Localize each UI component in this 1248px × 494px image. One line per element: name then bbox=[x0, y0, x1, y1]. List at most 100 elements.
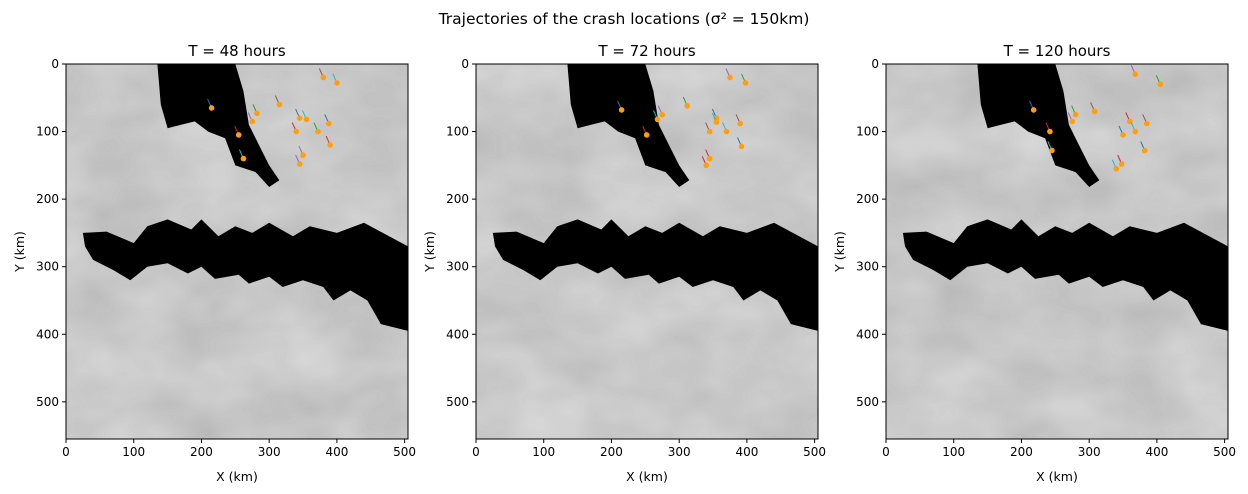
crash-point bbox=[737, 120, 743, 127]
y-tick-label: 500 bbox=[856, 395, 879, 409]
land-mass-2 bbox=[492, 219, 818, 331]
panel-title: T = 120 hours bbox=[1003, 42, 1111, 60]
x-tick-label: 200 bbox=[600, 445, 623, 459]
x-axis-label: X (km) bbox=[216, 469, 258, 484]
x-tick-label: 400 bbox=[325, 445, 348, 459]
land-mass-1 bbox=[977, 64, 1100, 187]
crash-point bbox=[1132, 128, 1139, 135]
x-tick-label: 300 bbox=[668, 445, 691, 459]
y-tick-label: 300 bbox=[856, 260, 879, 274]
x-axis-label: X (km) bbox=[626, 469, 668, 484]
crash-point bbox=[1091, 108, 1098, 115]
crash-point bbox=[706, 128, 713, 135]
crash-point bbox=[659, 111, 666, 118]
x-tick-label: 100 bbox=[122, 445, 145, 459]
x-tick-label: 0 bbox=[62, 445, 70, 459]
crash-point bbox=[1132, 71, 1139, 77]
y-tick-label: 0 bbox=[871, 57, 879, 71]
crash-point bbox=[1072, 111, 1079, 118]
figure-suptitle: Trajectories of the crash locations (σ² … bbox=[438, 10, 810, 28]
crash-point bbox=[1141, 147, 1148, 154]
y-tick-label: 400 bbox=[446, 327, 469, 341]
crash-point bbox=[706, 155, 713, 162]
plot-area bbox=[476, 64, 818, 439]
y-tick-label: 300 bbox=[446, 260, 469, 274]
panel-title: T = 48 hours bbox=[187, 42, 285, 60]
x-tick-label: 500 bbox=[1213, 445, 1236, 459]
y-tick-label: 400 bbox=[856, 327, 879, 341]
x-axis-label: X (km) bbox=[1036, 469, 1078, 484]
chart-panel-1: 0 100 200 300 400 500 0 100 200 300 400 500 T = 48 h… bbox=[12, 42, 416, 484]
y-tick-label: 500 bbox=[446, 395, 469, 409]
x-tick-label: 200 bbox=[1010, 445, 1033, 459]
x-tick-label: 0 bbox=[882, 445, 890, 459]
crash-point bbox=[1143, 120, 1150, 127]
y-axis-label: Y (km) bbox=[12, 231, 27, 273]
crash-point bbox=[643, 132, 650, 138]
x-tick-label: 400 bbox=[1145, 445, 1168, 459]
crash-point bbox=[254, 110, 260, 117]
crash-point bbox=[276, 101, 283, 108]
y-tick-label: 200 bbox=[446, 192, 469, 206]
crash-point bbox=[315, 128, 321, 135]
crash-point bbox=[300, 152, 306, 159]
crash-point bbox=[742, 80, 749, 86]
crash-point bbox=[296, 115, 303, 121]
crash-point bbox=[723, 128, 730, 135]
crash-point bbox=[334, 80, 340, 86]
y-tick-label: 100 bbox=[446, 125, 469, 139]
crash-point bbox=[249, 118, 256, 125]
crash-point bbox=[1157, 81, 1164, 88]
x-tick-label: 400 bbox=[735, 445, 758, 459]
y-tick-label: 100 bbox=[856, 125, 879, 139]
crash-point bbox=[235, 132, 242, 138]
crash-point bbox=[738, 143, 745, 150]
x-tick-label: 300 bbox=[258, 445, 281, 459]
y-tick-label: 500 bbox=[36, 395, 59, 409]
crash-point bbox=[1049, 147, 1055, 154]
x-tick-label: 500 bbox=[803, 445, 826, 459]
land-mass-2 bbox=[82, 219, 408, 331]
chart-panel-3: 0 100 200 300 400 500 0 100 200 300 400 500 T = 120 … bbox=[832, 42, 1236, 484]
crash-point bbox=[1069, 118, 1076, 125]
plot-area bbox=[66, 64, 408, 439]
crash-point bbox=[1118, 161, 1125, 167]
panel-title: T = 72 hours bbox=[597, 42, 695, 60]
y-tick-label: 200 bbox=[856, 192, 879, 206]
y-tick-label: 0 bbox=[51, 57, 59, 71]
crash-point bbox=[303, 116, 310, 123]
x-tick-label: 200 bbox=[190, 445, 213, 459]
crash-point bbox=[727, 74, 733, 81]
y-axis-label: Y (km) bbox=[422, 231, 437, 273]
plot-frame bbox=[475, 63, 819, 440]
crash-point bbox=[208, 105, 215, 111]
x-tick-label: 300 bbox=[1078, 445, 1101, 459]
crash-point bbox=[1030, 107, 1037, 113]
plot-area bbox=[886, 64, 1228, 439]
y-tick-label: 300 bbox=[36, 260, 59, 274]
crash-point bbox=[703, 162, 710, 169]
plot-frame bbox=[885, 63, 1229, 440]
x-tick-label: 100 bbox=[532, 445, 555, 459]
y-tick-label: 400 bbox=[36, 327, 59, 341]
x-tick-label: 500 bbox=[393, 445, 416, 459]
chart-panel-2: 0 100 200 300 400 500 0 100 200 300 400 500 T = 72 h… bbox=[422, 42, 826, 484]
crash-point bbox=[1047, 128, 1053, 135]
y-tick-label: 200 bbox=[36, 192, 59, 206]
crash-point bbox=[240, 155, 247, 162]
crash-point bbox=[684, 103, 691, 109]
crash-point bbox=[1120, 132, 1126, 138]
y-tick-label: 100 bbox=[36, 125, 59, 139]
crash-point bbox=[293, 128, 300, 135]
land-mass-2 bbox=[902, 219, 1228, 331]
crash-point bbox=[1113, 165, 1120, 172]
crash-point bbox=[327, 142, 333, 148]
plot-frame bbox=[65, 63, 409, 440]
y-axis-label: Y (km) bbox=[832, 231, 847, 273]
x-tick-label: 100 bbox=[942, 445, 965, 459]
crash-point bbox=[713, 119, 720, 125]
crash-point bbox=[618, 107, 625, 113]
y-tick-label: 0 bbox=[461, 57, 469, 71]
crash-point bbox=[654, 116, 661, 123]
